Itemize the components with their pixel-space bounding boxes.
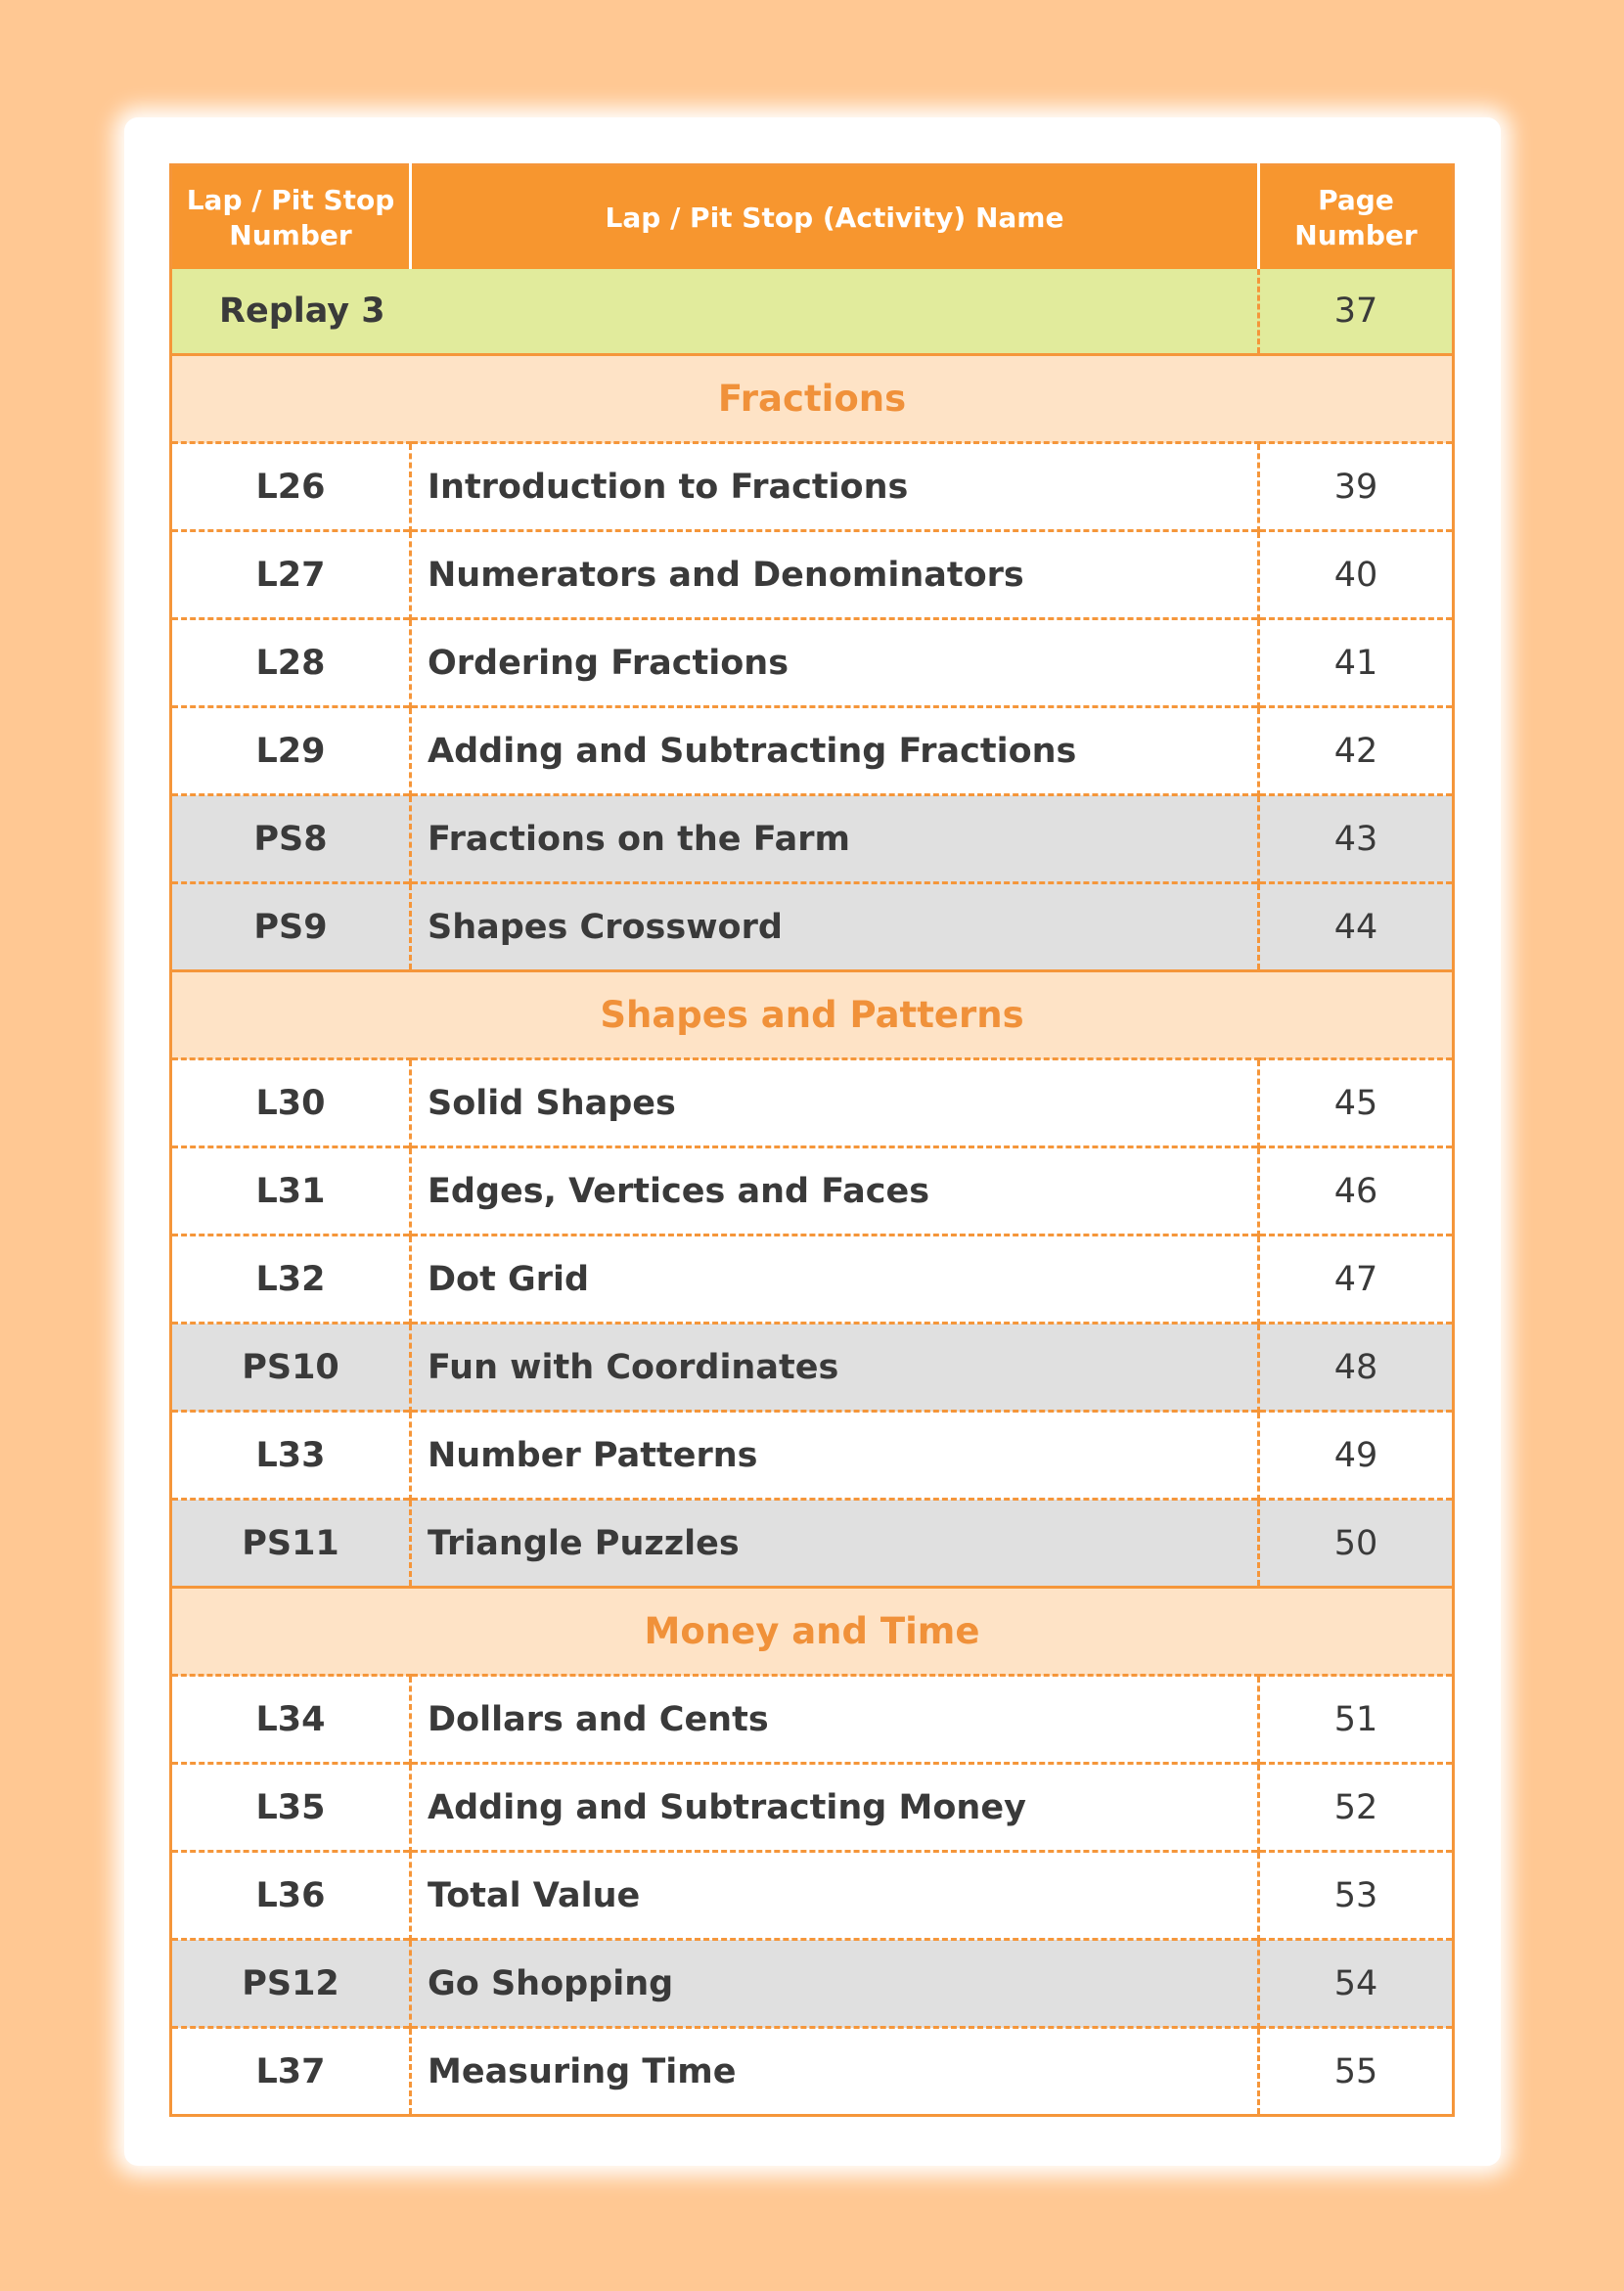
activity-name: Go Shopping (409, 1938, 1259, 2028)
activity-number: L36 (170, 1850, 411, 1940)
header-cell: Lap / Pit Stop (Activity) Name (409, 164, 1259, 269)
activity-number: L31 (170, 1146, 411, 1235)
page-number: 45 (1257, 1057, 1454, 1147)
activity-name: Solid Shapes (409, 1057, 1259, 1147)
activity-row: PS10 Fun with Coordinates 48 (170, 1322, 1454, 1412)
table-body: Replay 3 37 Fractions L26 Introduction to Fr… (170, 269, 1454, 2116)
replay-row: Replay 3 37 (170, 269, 1454, 355)
section-row: Shapes and Patterns (170, 969, 1454, 1059)
activity-number: L30 (170, 1057, 411, 1147)
activity-number: L27 (170, 529, 411, 619)
page-number: 42 (1257, 705, 1454, 795)
page-number: 54 (1257, 1938, 1454, 2028)
page-number: 46 (1257, 1146, 1454, 1235)
page-number: 52 (1257, 1762, 1454, 1852)
page-number: 43 (1257, 793, 1454, 883)
activity-number: PS12 (170, 1938, 411, 2028)
section-title: Fractions (170, 353, 1454, 443)
activity-row: L32 Dot Grid 47 (170, 1234, 1454, 1324)
activity-name: Dollars and Cents (409, 1674, 1259, 1764)
section-title: Shapes and Patterns (170, 969, 1454, 1059)
page-number: 40 (1257, 529, 1454, 619)
activity-row: PS12 Go Shopping 54 (170, 1938, 1454, 2028)
page-number: 48 (1257, 1322, 1454, 1412)
activity-row: L35 Adding and Subtracting Money 52 (170, 1762, 1454, 1852)
activity-row: L34 Dollars and Cents 51 (170, 1674, 1454, 1764)
activity-number: L37 (170, 2026, 411, 2116)
activity-number: L28 (170, 617, 411, 707)
header-row: Lap / Pit Stop Number Lap / Pit Stop (Ac… (170, 164, 1454, 269)
activity-row: L28 Ordering Fractions 41 (170, 617, 1454, 707)
page-number: 53 (1257, 1850, 1454, 1940)
page-number: 41 (1257, 617, 1454, 707)
activity-name: Number Patterns (409, 1410, 1259, 1500)
activity-number: PS8 (170, 793, 411, 883)
activity-row: PS9 Shapes Crossword 44 (170, 881, 1454, 971)
activity-name: Edges, Vertices and Faces (409, 1146, 1259, 1235)
activity-name: Measuring Time (409, 2026, 1259, 2116)
activity-name: Triangle Puzzles (409, 1498, 1259, 1588)
page-number: 47 (1257, 1234, 1454, 1324)
activity-number: L33 (170, 1410, 411, 1500)
header-cell: Page Number (1257, 164, 1454, 269)
header-cell: Lap / Pit Stop Number (170, 164, 411, 269)
page-number: 49 (1257, 1410, 1454, 1500)
page-number: 44 (1257, 881, 1454, 971)
activity-number: PS11 (170, 1498, 411, 1588)
activity-row: L26 Introduction to Fractions 39 (170, 441, 1454, 531)
contents-table: Lap / Pit Stop Number Lap / Pit Stop (Ac… (169, 163, 1455, 2117)
activity-row: L27 Numerators and Denominators 40 (170, 529, 1454, 619)
activity-row: L37 Measuring Time 55 (170, 2026, 1454, 2116)
activity-name: Adding and Subtracting Fractions (409, 705, 1259, 795)
activity-name: Ordering Fractions (409, 617, 1259, 707)
replay-name: Replay 3 (170, 269, 1259, 355)
activity-row: L30 Solid Shapes 45 (170, 1057, 1454, 1147)
section-row: Money and Time (170, 1586, 1454, 1676)
activity-row: PS8 Fractions on the Farm 43 (170, 793, 1454, 883)
section-row: Fractions (170, 353, 1454, 443)
activity-name: Introduction to Fractions (409, 441, 1259, 531)
activity-number: L32 (170, 1234, 411, 1324)
activity-number: L26 (170, 441, 411, 531)
activity-name: Dot Grid (409, 1234, 1259, 1324)
activity-row: L29 Adding and Subtracting Fractions 42 (170, 705, 1454, 795)
activity-name: Numerators and Denominators (409, 529, 1259, 619)
activity-number: L35 (170, 1762, 411, 1852)
activity-row: L31 Edges, Vertices and Faces 46 (170, 1146, 1454, 1235)
activity-row: PS11 Triangle Puzzles 50 (170, 1498, 1454, 1588)
page-number: 51 (1257, 1674, 1454, 1764)
activity-name: Total Value (409, 1850, 1259, 1940)
activity-number: L34 (170, 1674, 411, 1764)
activity-name: Shapes Crossword (409, 881, 1259, 971)
page-number: 37 (1257, 269, 1454, 355)
activity-row: L36 Total Value 53 (170, 1850, 1454, 1940)
activity-name: Adding and Subtracting Money (409, 1762, 1259, 1852)
activity-row: L33 Number Patterns 49 (170, 1410, 1454, 1500)
activity-number: PS10 (170, 1322, 411, 1412)
activity-name: Fractions on the Farm (409, 793, 1259, 883)
activity-number: L29 (170, 705, 411, 795)
section-title: Money and Time (170, 1586, 1454, 1676)
activity-name: Fun with Coordinates (409, 1322, 1259, 1412)
page-number: 50 (1257, 1498, 1454, 1588)
page-number: 39 (1257, 441, 1454, 531)
page-number: 55 (1257, 2026, 1454, 2116)
activity-number: PS9 (170, 881, 411, 971)
